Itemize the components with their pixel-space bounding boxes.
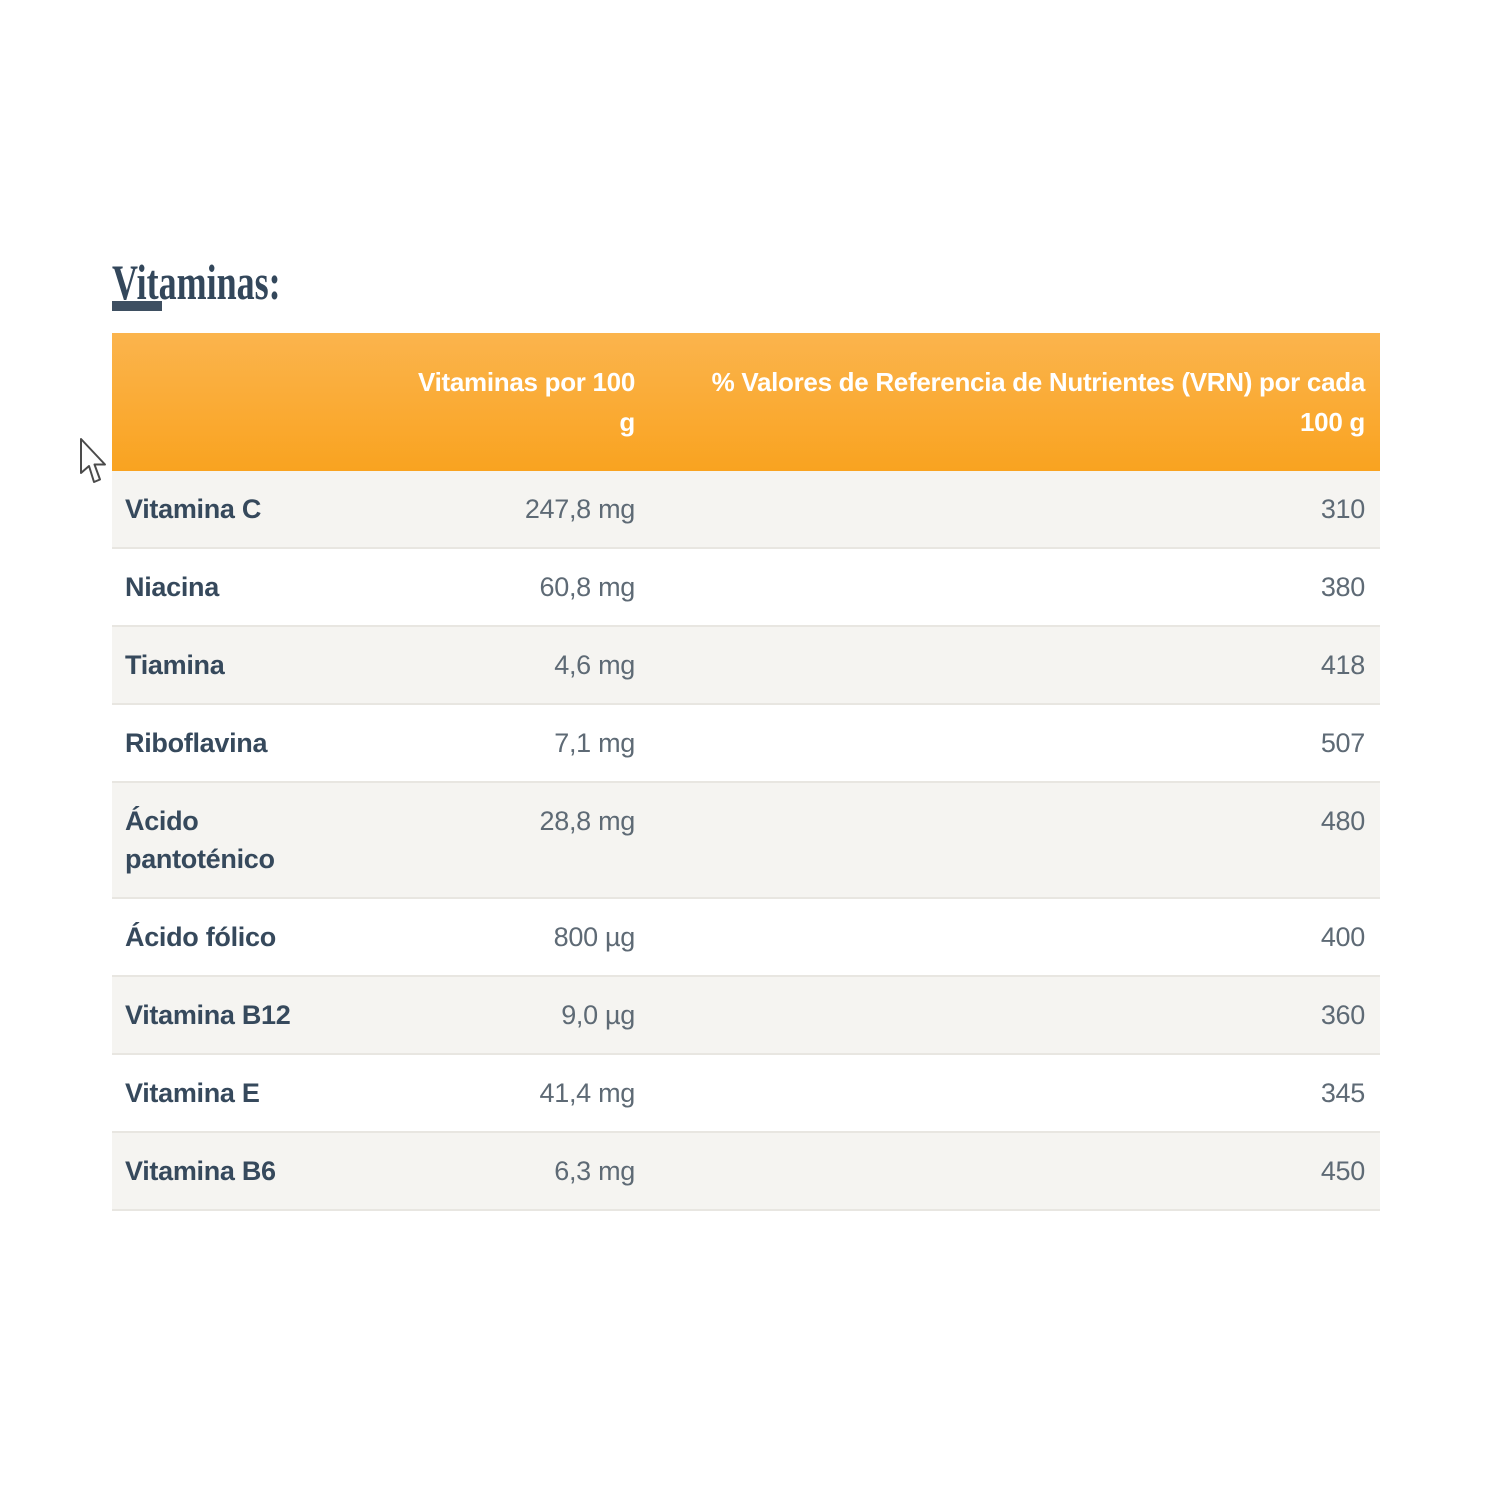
table-row: Vitamina B12 9,0 µg 360 [112, 976, 1380, 1055]
cell-vrn: 360 [650, 976, 1380, 1055]
vitamins-table-container: Vitaminas por 100 g % Valores de Referen… [112, 333, 1380, 1211]
header-cell-empty [112, 333, 352, 471]
cell-vrn: 450 [650, 1132, 1380, 1211]
cell-amount: 9,0 µg [352, 976, 650, 1055]
table-body: Vitamina C 247,8 mg 310 Niacina 60,8 mg 380 Ti… [112, 471, 1380, 1211]
cell-amount: 41,4 mg [352, 1054, 650, 1133]
table-row: Vitamina C 247,8 mg 310 [112, 471, 1380, 549]
cell-label: Vitamina B12 [112, 976, 352, 1055]
cell-amount: 28,8 mg [352, 782, 650, 899]
table-row: Ácido fólico 800 µg 400 [112, 898, 1380, 977]
cell-label: Riboflavina [112, 704, 352, 783]
cell-amount: 4,6 mg [352, 626, 650, 705]
header-cell-vrn: % Valores de Referencia de Nutrientes (V… [650, 333, 1380, 471]
table-row: Ácido pantoténico 28,8 mg 480 [112, 782, 1380, 899]
cell-amount: 800 µg [352, 898, 650, 977]
header-cell-amount: Vitaminas por 100 g [352, 333, 650, 471]
table-header-row: Vitaminas por 100 g % Valores de Referen… [112, 333, 1380, 471]
cell-vrn: 507 [650, 704, 1380, 783]
cell-label: Vitamina E [112, 1054, 352, 1133]
cell-vrn: 480 [650, 782, 1380, 899]
table-row: Vitamina E 41,4 mg 345 [112, 1054, 1380, 1133]
cell-vrn: 380 [650, 548, 1380, 627]
title-underline-dash [112, 301, 162, 311]
table-row: Riboflavina 7,1 mg 507 [112, 704, 1380, 783]
cell-label: Ácido fólico [112, 898, 352, 977]
cell-vrn: 310 [650, 471, 1380, 549]
table-row: Tiamina 4,6 mg 418 [112, 626, 1380, 705]
cell-vrn: 400 [650, 898, 1380, 977]
cell-label: Vitamina B6 [112, 1132, 352, 1211]
cell-amount: 60,8 mg [352, 548, 650, 627]
table-row: Niacina 60,8 mg 380 [112, 548, 1380, 627]
table-header: Vitaminas por 100 g % Valores de Referen… [112, 333, 1380, 471]
table-row: Vitamina B6 6,3 mg 450 [112, 1132, 1380, 1211]
vitamins-table: Vitaminas por 100 g % Valores de Referen… [112, 333, 1380, 1211]
cell-vrn: 418 [650, 626, 1380, 705]
page-title: Vitaminas: [112, 253, 281, 310]
mouse-cursor-icon [80, 438, 106, 483]
cell-label: Vitamina C [112, 471, 352, 549]
cell-vrn: 345 [650, 1054, 1380, 1133]
cell-amount: 7,1 mg [352, 704, 650, 783]
cell-label: Niacina [112, 548, 352, 627]
cell-label: Tiamina [112, 626, 352, 705]
cell-label: Ácido pantoténico [112, 782, 352, 899]
cell-amount: 6,3 mg [352, 1132, 650, 1211]
cell-amount: 247,8 mg [352, 471, 650, 549]
